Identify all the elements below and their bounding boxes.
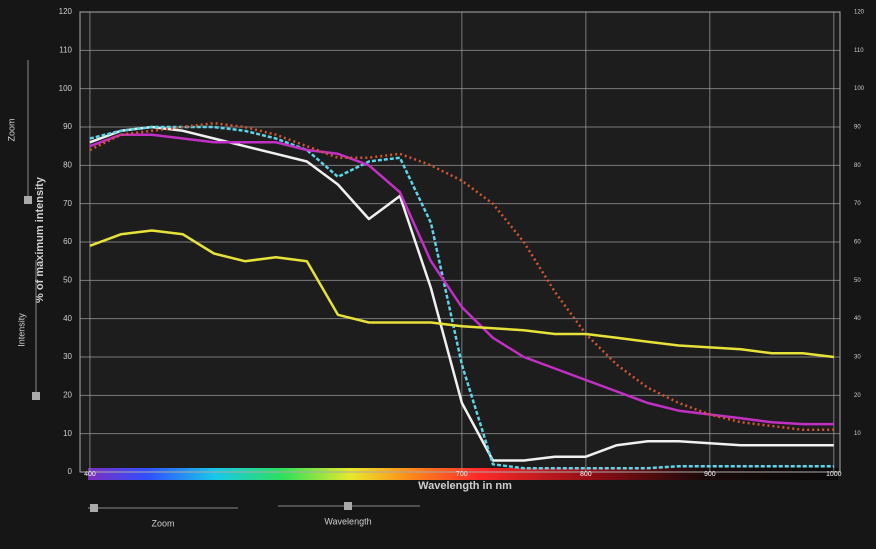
wavelength-label: Wavelength bbox=[324, 516, 371, 526]
series-line bbox=[89, 229, 834, 359]
x-tick-label: 700 bbox=[456, 471, 468, 478]
y2-tick-label: 20 bbox=[854, 393, 861, 399]
intensity-handle[interactable] bbox=[32, 392, 40, 400]
zoom-label: Zoom bbox=[6, 118, 16, 141]
y2-tick-label: 50 bbox=[854, 278, 861, 284]
y-axis-title: % of maximum intensity bbox=[34, 176, 46, 303]
y-tick-label: 0 bbox=[68, 467, 73, 476]
y2-tick-label: 70 bbox=[854, 201, 861, 207]
y-tick-label: 20 bbox=[63, 390, 72, 399]
y-tick-label: 40 bbox=[63, 314, 72, 323]
zoom-handle-h[interactable] bbox=[90, 504, 98, 512]
zoom-handle[interactable] bbox=[24, 196, 32, 204]
y2-tick-label: 30 bbox=[854, 355, 861, 361]
series-line bbox=[89, 125, 834, 470]
y2-tick-label: 90 bbox=[854, 125, 861, 131]
y-tick-label: 120 bbox=[59, 7, 73, 16]
y-tick-label: 90 bbox=[63, 122, 72, 131]
y2-tick-label: 10 bbox=[854, 431, 861, 437]
y-tick-label: 80 bbox=[63, 160, 72, 169]
y-tick-label: 30 bbox=[63, 352, 72, 361]
y-tick-label: 70 bbox=[63, 199, 72, 208]
y-tick-label: 100 bbox=[59, 84, 73, 93]
series-line bbox=[89, 125, 834, 462]
intensity-label: Intensity bbox=[16, 313, 26, 347]
wavelength-handle[interactable] bbox=[344, 502, 352, 510]
y2-tick-label: 60 bbox=[854, 240, 861, 246]
zoom-label-h: Zoom bbox=[151, 518, 174, 528]
x-axis-title: Wavelength in nm bbox=[418, 480, 512, 492]
x-tick-label: 400 bbox=[84, 471, 96, 478]
y2-tick-label: 40 bbox=[854, 316, 861, 322]
x-tick-label: 900 bbox=[704, 471, 716, 478]
y-tick-label: 10 bbox=[63, 429, 72, 438]
y2-tick-label: 110 bbox=[854, 48, 864, 54]
y-tick-label: 60 bbox=[63, 237, 72, 246]
y-tick-label: 50 bbox=[63, 275, 72, 284]
plot-border bbox=[79, 11, 841, 473]
series-line bbox=[89, 121, 834, 432]
x-tick-label: 800 bbox=[580, 471, 592, 478]
y2-tick-label: 120 bbox=[854, 10, 865, 16]
y2-tick-label: 100 bbox=[854, 86, 865, 92]
y2-tick-label: 80 bbox=[854, 163, 861, 169]
y-tick-label: 110 bbox=[59, 45, 72, 54]
spectrum-bar bbox=[88, 468, 838, 480]
x-tick-label: 1000 bbox=[826, 471, 842, 478]
